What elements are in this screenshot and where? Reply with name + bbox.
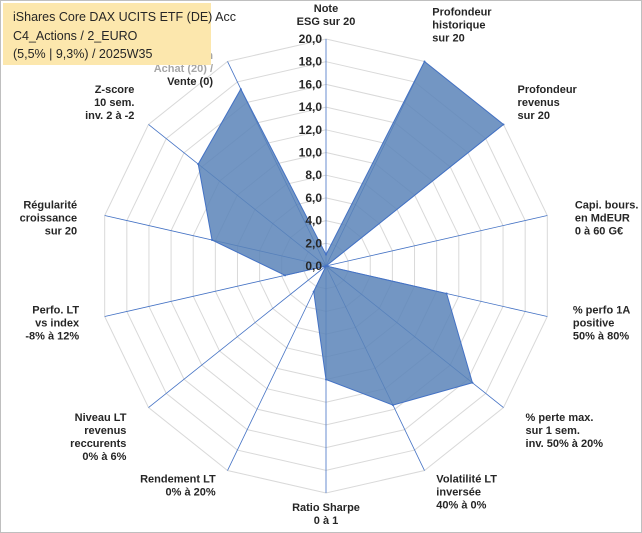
axis-label: Z-score 10 sem. inv. 2 à -2 xyxy=(85,84,134,122)
axis-label-line: sur 1 sem. xyxy=(526,425,580,437)
tick-label: 14,0 xyxy=(299,100,323,114)
axis-label-line: 0 à 60 G€ xyxy=(575,225,623,237)
axis-spoke xyxy=(325,215,548,267)
axis-label-line: croissance xyxy=(20,212,77,224)
axis-label-line: 40% à 0% xyxy=(436,500,486,512)
axis-label-line: Perfo. LT xyxy=(32,305,79,317)
data-point xyxy=(471,381,474,384)
data-point xyxy=(284,274,287,277)
axis-label-line: % perte max. xyxy=(526,412,594,424)
axis-label-line: 10 sem. xyxy=(94,97,134,109)
axis-label: Ratio Sharpe 0 à 1 xyxy=(292,502,360,527)
data-point xyxy=(391,404,394,407)
data-point xyxy=(312,290,315,293)
axis-label-line: Niveau LT xyxy=(75,412,127,424)
axis-label-line: -8% à 12% xyxy=(25,331,79,343)
chart-title-line-3: (5,5% | 9,3%) / 2025W35 xyxy=(13,47,153,61)
tick-label: 18,0 xyxy=(299,55,323,69)
axis-label-line: Régularité xyxy=(23,199,77,211)
axis-label-line: 0% à 20% xyxy=(166,487,216,499)
data-point xyxy=(502,123,505,126)
axis-label-line: 50% à 80% xyxy=(573,331,629,343)
chart-title-line-1: iShares Core DAX UCITS ETF (DE) Acc xyxy=(13,10,236,24)
axis-label: Profondeur revenus sur 20 xyxy=(518,84,578,122)
axis-label-line: 0 à 1 xyxy=(314,515,338,527)
axis-label-line: Capi. bours. xyxy=(575,199,639,211)
axis-label-line: inv. 50% à 20% xyxy=(526,438,604,450)
axis-label-line: revenus xyxy=(84,425,126,437)
axis-label: Profondeur historique sur 20 xyxy=(432,6,492,44)
axis-label-line: inversée xyxy=(436,487,481,499)
axis-label-line: inv. 2 à -2 xyxy=(85,110,134,122)
axis-label-line: positive xyxy=(573,318,615,330)
axis-label-line: Ratio Sharpe xyxy=(292,502,360,514)
data-point xyxy=(325,265,327,267)
tick-label: 6,0 xyxy=(305,191,322,205)
axis-label-line: revenus xyxy=(518,97,560,109)
data-point xyxy=(423,60,426,63)
data-point xyxy=(325,253,327,256)
axis-label-line: Rendement LT xyxy=(140,474,216,486)
data-point xyxy=(239,88,242,91)
axis-label-line: sur 20 xyxy=(45,225,77,237)
tick-label: 0,0 xyxy=(305,259,322,273)
axis-label-line: ESG sur 20 xyxy=(297,16,356,28)
axis-label: % perfo 1A positive 50% à 80% xyxy=(573,305,631,343)
axis-label-line: Profondeur xyxy=(518,84,578,96)
axis-label-line: sur 20 xyxy=(518,110,550,122)
axis-label: Volatilité LT inversée 40% à 0% xyxy=(436,474,497,512)
axis-label-line: Achat (20) / xyxy=(154,63,213,75)
axis-spoke xyxy=(148,265,327,408)
data-point xyxy=(445,292,448,295)
axis-label-line: en MdEUR xyxy=(575,212,630,224)
axis-label: Régularité croissance sur 20 xyxy=(20,199,77,237)
axis-label: Note ESG sur 20 xyxy=(297,3,356,28)
axis-label-line: Vente (0) xyxy=(167,76,213,88)
axis-label-line: sur 20 xyxy=(432,32,464,44)
tick-label: 12,0 xyxy=(299,123,323,137)
axis-label-line: vs index xyxy=(35,318,80,330)
axis-label-line: Z-score xyxy=(95,84,135,96)
tick-label: 8,0 xyxy=(305,168,322,182)
chart-title-line-2: C4_Actions / 2_EURO xyxy=(13,29,138,43)
data-point xyxy=(197,163,200,166)
axis-label-line: Note xyxy=(314,3,338,15)
tick-label: 16,0 xyxy=(299,77,323,91)
axis-label-line: 0% à 6% xyxy=(82,451,126,463)
tick-label: 4,0 xyxy=(305,214,322,228)
axis-label-line: reccurents xyxy=(70,438,126,450)
data-point xyxy=(211,238,214,241)
axis-label-line: Volatilité LT xyxy=(436,474,497,486)
axis-label: Perfo. LT vs index -8% à 12% xyxy=(25,305,80,343)
data-point xyxy=(325,378,327,381)
axis-spoke xyxy=(227,265,327,471)
axis-label: Rendement LT 0% à 20% xyxy=(140,474,216,499)
axis-label: Capi. bours. en MdEUR 0 à 60 G€ xyxy=(575,199,639,237)
axis-label-line: Profondeur xyxy=(432,6,492,18)
axis-label: Niveau LT revenus reccurents 0% à 6% xyxy=(70,412,127,463)
tick-label: 10,0 xyxy=(299,146,323,160)
axis-label: % perte max. sur 1 sem. inv. 50% à 20% xyxy=(526,412,604,450)
chart-title-box: iShares Core DAX UCITS ETF (DE) Acc C4_A… xyxy=(3,3,236,65)
tick-label: 2,0 xyxy=(305,236,322,250)
tick-label: 20,0 xyxy=(299,32,323,46)
axis-label-line: historique xyxy=(432,19,485,31)
axis-label-line: % perfo 1A xyxy=(573,305,631,317)
